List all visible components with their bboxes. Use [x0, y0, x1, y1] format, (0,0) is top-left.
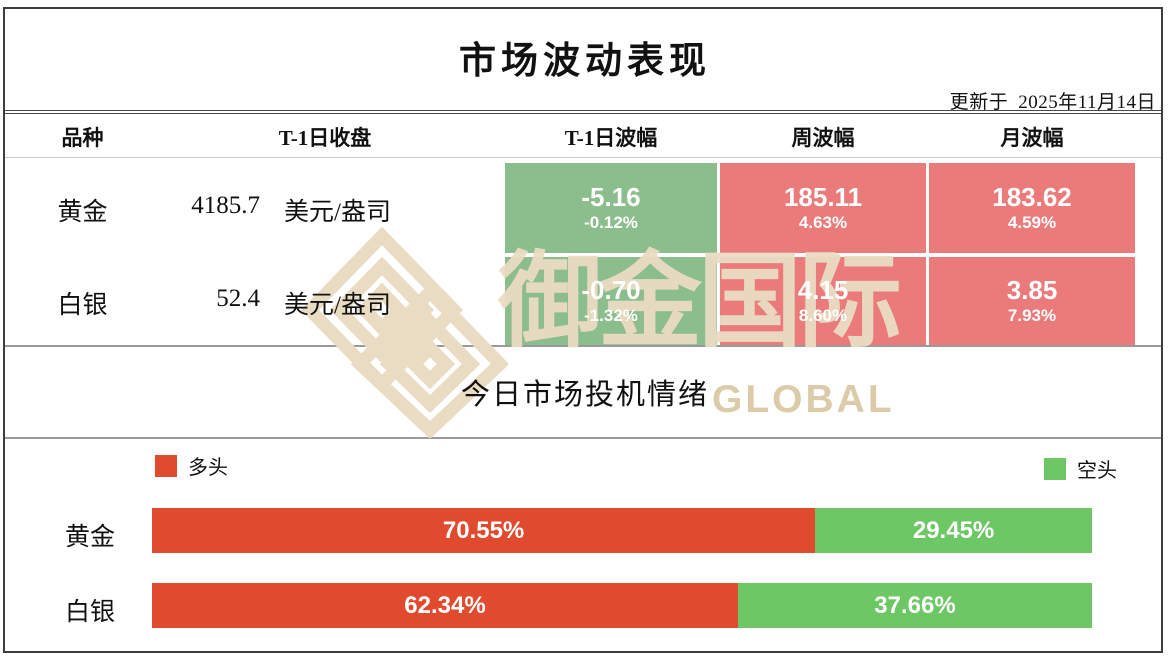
- header-divider-line: [5, 157, 1161, 158]
- row-gold-close-unit: 美元/盎司: [284, 199, 391, 226]
- sentiment-bottom-divider: [5, 437, 1161, 439]
- gold-month-range-cell: 183.62 4.59%: [929, 163, 1135, 253]
- silver-week-range-pct: 8.60%: [798, 306, 848, 326]
- silver-week-range-value: 4.15: [797, 275, 849, 306]
- outer-border: [3, 7, 1163, 653]
- silver-long-segment: 62.34%: [152, 583, 738, 628]
- gold-month-range-pct: 4.59%: [1007, 213, 1057, 233]
- updated-date: 2025年11月14日: [1018, 92, 1156, 113]
- col-header-month-range: 月波幅: [1000, 126, 1064, 150]
- gold-short-segment: 29.45%: [815, 508, 1092, 553]
- row-gold-close-value: 4185.7: [191, 192, 260, 219]
- gold-short-pct: 29.45%: [912, 516, 995, 544]
- legend-long: 多头: [155, 451, 228, 480]
- row-silver-name: 白银: [57, 292, 108, 319]
- gold-week-range-cell: 185.11 4.63%: [720, 163, 926, 253]
- col-header-t1-range: T-1日波幅: [564, 126, 658, 150]
- legend-short: 空头: [1044, 454, 1117, 483]
- updated-label: 更新于: [949, 92, 1009, 113]
- silver-t1-range-value: -0.70: [581, 275, 641, 306]
- gold-bar-label: 黄金: [64, 524, 115, 551]
- col-header-week-range: 周波幅: [791, 126, 855, 150]
- gold-long-segment: 70.55%: [152, 508, 816, 553]
- silver-short-segment: 37.66%: [737, 583, 1092, 628]
- row-silver-close-unit: 美元/盎司: [284, 292, 391, 319]
- col-header-t1-close: T-1日收盘: [278, 126, 372, 150]
- silver-long-pct: 62.34%: [404, 591, 486, 619]
- sentiment-section-title: 今日市场投机情绪: [460, 379, 709, 411]
- long-legend-label: 多头: [188, 457, 228, 479]
- silver-month-range-cell: 3.85 7.93%: [929, 257, 1135, 345]
- silver-t1-range-cell: -0.70 -1.32%: [505, 257, 717, 345]
- silver-sentiment-bar: 62.34% 37.66%: [152, 583, 1092, 628]
- updated-timestamp: 更新于 2025年11月14日: [950, 87, 1156, 114]
- col-header-variety: 品种: [61, 126, 104, 150]
- short-legend-swatch: [1044, 457, 1066, 480]
- silver-bar-label: 白银: [64, 599, 115, 626]
- row-gold-name: 黄金: [57, 199, 108, 226]
- short-legend-label: 空头: [1077, 460, 1117, 482]
- silver-month-range-pct: 7.93%: [1007, 306, 1057, 326]
- gold-week-range-pct: 4.63%: [798, 213, 848, 233]
- silver-short-pct: 37.66%: [874, 591, 956, 619]
- gold-t1-range-cell: -5.16 -0.12%: [505, 163, 717, 253]
- gold-sentiment-bar: 70.55% 29.45%: [152, 508, 1092, 553]
- gold-week-range-value: 185.11: [783, 182, 863, 213]
- silver-month-range-value: 3.85: [1006, 275, 1058, 306]
- gold-t1-range-value: -5.16: [581, 182, 641, 213]
- gold-month-range-value: 183.62: [992, 182, 1072, 213]
- row-silver-close-value: 52.4: [216, 285, 260, 312]
- title-divider-double-line: [5, 110, 1161, 114]
- sentiment-top-divider: [5, 345, 1161, 347]
- silver-week-range-cell: 4.15 8.60%: [720, 257, 926, 345]
- gold-long-pct: 70.55%: [442, 516, 525, 544]
- long-legend-swatch: [155, 454, 177, 477]
- silver-t1-range-pct: -1.32%: [584, 306, 638, 326]
- page-title: 市场波动表现: [459, 41, 711, 82]
- gold-t1-range-pct: -0.12%: [584, 213, 638, 233]
